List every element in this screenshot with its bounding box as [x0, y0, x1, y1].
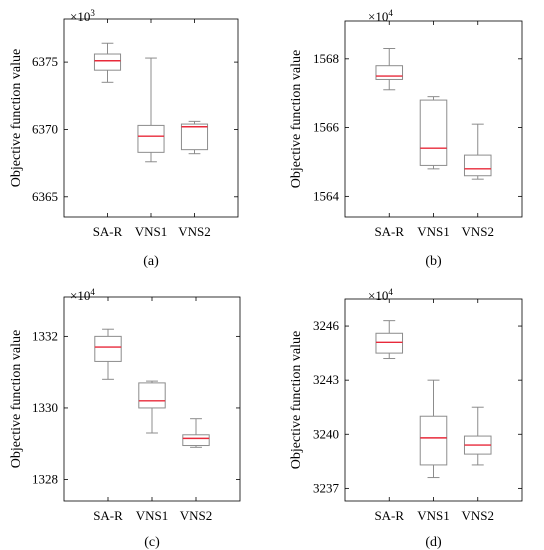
- panel-c-xtick-label-sa-r: SA-R: [93, 508, 123, 523]
- panel-b-multiplier-exponent: 4: [388, 8, 393, 18]
- panel-c-label: (c): [144, 535, 160, 550]
- panel-b-xtick-label-vns2: VNS2: [461, 224, 494, 239]
- panel-d-ytick-label: 3246: [313, 318, 340, 333]
- panel-d-box-sa-r: [375, 332, 404, 354]
- panel-c-xtick-label-vns1: VNS1: [136, 508, 169, 523]
- panel-d-xtick-label-vns2: VNS2: [461, 508, 494, 523]
- panel-c-ytick-label: 1332: [32, 328, 58, 343]
- panel-c-ytick-label: 1328: [32, 472, 58, 487]
- panel-c-axes-frame: [63, 296, 241, 502]
- panel-b-box-vns1: [419, 99, 448, 166]
- panel-a-box-sa-r: [93, 53, 122, 71]
- panel-a-box-vns1: [137, 124, 165, 153]
- panel-c-ylabel: Objective function value: [9, 330, 24, 468]
- panel-d-xtick-label-vns1: VNS1: [417, 508, 450, 523]
- panel-d-ytick-label: 3240: [313, 426, 339, 441]
- panel-a-xtick-label-vns1: VNS1: [135, 224, 168, 239]
- panel-b-label: (b): [425, 254, 442, 269]
- panel-a-box-vns2: [180, 123, 209, 151]
- panel-a-xtick-label-sa-r: SA-R: [93, 224, 123, 239]
- panel-c-xtick-label-vns2: VNS2: [180, 508, 213, 523]
- panel-d-box-vns1: [419, 415, 448, 466]
- panel-b-ytick-label: 1568: [313, 51, 339, 66]
- panel-a-xtick-label-vns2: VNS2: [178, 224, 211, 239]
- panel-d-xtick-label-sa-r: SA-R: [374, 508, 404, 523]
- panel-b-axis-multiplier: ×104: [368, 8, 393, 24]
- panel-a-label: (a): [143, 254, 159, 269]
- panel-b-xtick-label-vns1: VNS1: [417, 224, 450, 239]
- panel-b-ytick-label: 1566: [313, 120, 340, 135]
- panel-c-box-vns2: [182, 434, 210, 447]
- panel-a-ylabel: Objective function value: [9, 49, 24, 187]
- panel-a-ytick-label: 6365: [32, 189, 58, 204]
- panel-d-multiplier-exponent: 4: [388, 287, 393, 297]
- panel-d-ylabel: Objective function value: [289, 331, 304, 469]
- panel-c-box-vns1: [138, 382, 166, 409]
- panel-b-multiplier-base: ×10: [368, 9, 388, 24]
- panel-d-label: (d): [425, 535, 442, 550]
- panel-d-axis-multiplier: ×104: [368, 287, 393, 303]
- panel-d-ytick-label: 3243: [313, 372, 339, 387]
- panel-d-ytick-label: 3237: [313, 480, 340, 495]
- panel-a-ytick-label: 6375: [32, 54, 58, 69]
- panel-b-box-vns2: [463, 154, 492, 177]
- panel-b-ylabel: Objective function value: [289, 50, 304, 188]
- panel-c-multiplier-exponent: 4: [90, 287, 95, 297]
- panel-c-ytick-label: 1330: [32, 400, 58, 415]
- panel-b-box-sa-r: [375, 65, 404, 80]
- panel-b-axes-frame: [344, 20, 523, 218]
- panel-a-ytick-label: 6370: [32, 121, 58, 136]
- panel-a-multiplier-exponent: 3: [90, 8, 95, 18]
- panel-a-axis-multiplier: ×103: [70, 8, 95, 24]
- panel-c-axis-multiplier: ×104: [70, 287, 95, 303]
- panel-b-xtick-label-sa-r: SA-R: [374, 224, 404, 239]
- panel-c-box-sa-r: [94, 335, 122, 362]
- panel-d-multiplier-base: ×10: [368, 288, 388, 303]
- panel-c-multiplier-base: ×10: [70, 288, 90, 303]
- panel-b-ytick-label: 1564: [313, 188, 340, 203]
- panel-a-multiplier-base: ×10: [70, 9, 90, 24]
